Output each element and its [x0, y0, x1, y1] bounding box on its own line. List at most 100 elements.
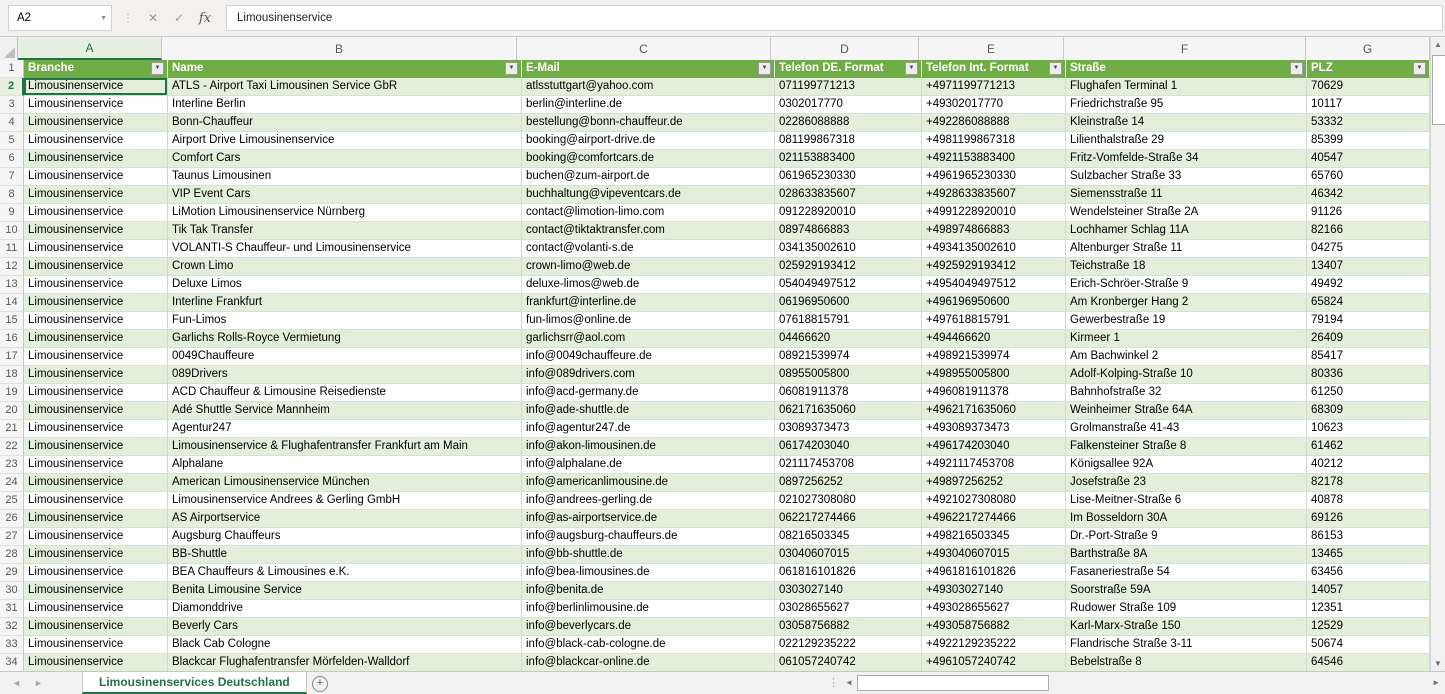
- cell-G18[interactable]: 80336: [1307, 366, 1430, 384]
- cell-A5[interactable]: Limousinenservice: [24, 132, 168, 150]
- column-letter-D[interactable]: D: [771, 37, 919, 60]
- row-number-31[interactable]: 31: [0, 600, 24, 618]
- cell-G21[interactable]: 10623: [1307, 420, 1430, 438]
- filter-dropdown-icon[interactable]: ▼: [1290, 62, 1303, 75]
- cell-B13[interactable]: Deluxe Limos: [168, 276, 522, 294]
- row-number-2[interactable]: 2: [0, 78, 24, 96]
- row-number-27[interactable]: 27: [0, 528, 24, 546]
- row-number-4[interactable]: 4: [0, 114, 24, 132]
- cell-E13[interactable]: +4954049497512: [922, 276, 1066, 294]
- column-letter-G[interactable]: G: [1306, 37, 1430, 60]
- row-number-7[interactable]: 7: [0, 168, 24, 186]
- cell-E8[interactable]: +4928633835607: [922, 186, 1066, 204]
- row-number-28[interactable]: 28: [0, 546, 24, 564]
- cell-G33[interactable]: 50674: [1307, 636, 1430, 654]
- cell-B10[interactable]: Tik Tak Transfer: [168, 222, 522, 240]
- cell-G15[interactable]: 79194: [1307, 312, 1430, 330]
- cell-B34[interactable]: Blackcar Flughafentransfer Mörfelden-Wal…: [168, 654, 522, 672]
- sheet-tab-limousinenservices-deutschland[interactable]: Limousinenservices Deutschland: [82, 672, 307, 694]
- cell-B23[interactable]: Alphalane: [168, 456, 522, 474]
- row-number-16[interactable]: 16: [0, 330, 24, 348]
- header-cell-C1[interactable]: E-Mail ▼: [522, 60, 775, 78]
- cell-G34[interactable]: 64546: [1307, 654, 1430, 672]
- cell-E31[interactable]: +493028655627: [922, 600, 1066, 618]
- cell-B9[interactable]: LiMotion Limousinenservice Nürnberg: [168, 204, 522, 222]
- row-number-15[interactable]: 15: [0, 312, 24, 330]
- cell-E20[interactable]: +4962171635060: [922, 402, 1066, 420]
- cell-C22[interactable]: info@akon-limousinen.de: [522, 438, 775, 456]
- cell-D17[interactable]: 08921539974: [775, 348, 922, 366]
- cell-F19[interactable]: Bahnhofstraße 32: [1066, 384, 1307, 402]
- cell-E3[interactable]: +49302017770: [922, 96, 1066, 114]
- cell-G11[interactable]: 04275: [1307, 240, 1430, 258]
- cell-B6[interactable]: Comfort Cars: [168, 150, 522, 168]
- row-number-19[interactable]: 19: [0, 384, 24, 402]
- cell-G30[interactable]: 14057: [1307, 582, 1430, 600]
- cell-C23[interactable]: info@alphalane.de: [522, 456, 775, 474]
- cell-F25[interactable]: Lise-Meitner-Straße 6: [1066, 492, 1307, 510]
- header-cell-E1[interactable]: Telefon Int. Format ▼: [922, 60, 1066, 78]
- row-number-20[interactable]: 20: [0, 402, 24, 420]
- cell-D7[interactable]: 061965230330: [775, 168, 922, 186]
- cell-F15[interactable]: Gewerbestraße 19: [1066, 312, 1307, 330]
- cell-G7[interactable]: 65760: [1307, 168, 1430, 186]
- cell-A16[interactable]: Limousinenservice: [24, 330, 168, 348]
- cell-E5[interactable]: +4981199867318: [922, 132, 1066, 150]
- cell-B33[interactable]: Black Cab Cologne: [168, 636, 522, 654]
- cell-G19[interactable]: 61250: [1307, 384, 1430, 402]
- cell-F6[interactable]: Fritz-Vomfelde-Straße 34: [1066, 150, 1307, 168]
- cell-F27[interactable]: Dr.-Port-Straße 9: [1066, 528, 1307, 546]
- cell-B27[interactable]: Augsburg Chauffeurs: [168, 528, 522, 546]
- cell-F11[interactable]: Altenburger Straße 11: [1066, 240, 1307, 258]
- cell-D21[interactable]: 03089373473: [775, 420, 922, 438]
- cell-C31[interactable]: info@berlinlimousine.de: [522, 600, 775, 618]
- cell-C33[interactable]: info@black-cab-cologne.de: [522, 636, 775, 654]
- cell-E28[interactable]: +493040607015: [922, 546, 1066, 564]
- cell-C13[interactable]: deluxe-limos@web.de: [522, 276, 775, 294]
- cell-E23[interactable]: +4921117453708: [922, 456, 1066, 474]
- cell-E6[interactable]: +4921153883400: [922, 150, 1066, 168]
- cell-D13[interactable]: 054049497512: [775, 276, 922, 294]
- column-letter-B[interactable]: B: [162, 37, 517, 60]
- add-sheet-button[interactable]: +: [312, 676, 328, 692]
- name-box-dropdown-icon[interactable]: ▼: [100, 14, 107, 22]
- sheet-nav-right-icon[interactable]: ►: [34, 678, 43, 688]
- cell-A23[interactable]: Limousinenservice: [24, 456, 168, 474]
- cell-D8[interactable]: 028633835607: [775, 186, 922, 204]
- row-number-23[interactable]: 23: [0, 456, 24, 474]
- cell-A24[interactable]: Limousinenservice: [24, 474, 168, 492]
- cell-F22[interactable]: Falkensteiner Straße 8: [1066, 438, 1307, 456]
- cell-B24[interactable]: American Limousinenservice München: [168, 474, 522, 492]
- cell-E21[interactable]: +493089373473: [922, 420, 1066, 438]
- cell-A11[interactable]: Limousinenservice: [24, 240, 168, 258]
- cell-G13[interactable]: 49492: [1307, 276, 1430, 294]
- cell-F5[interactable]: Lilienthalstraße 29: [1066, 132, 1307, 150]
- cell-E25[interactable]: +4921027308080: [922, 492, 1066, 510]
- scroll-down-icon[interactable]: ▼: [1434, 659, 1442, 668]
- cell-D2[interactable]: 071199771213: [775, 78, 922, 96]
- cell-C30[interactable]: info@benita.de: [522, 582, 775, 600]
- cell-C18[interactable]: info@089drivers.com: [522, 366, 775, 384]
- cell-C7[interactable]: buchen@zum-airport.de: [522, 168, 775, 186]
- insert-function-icon[interactable]: fx: [198, 10, 212, 26]
- cell-A30[interactable]: Limousinenservice: [24, 582, 168, 600]
- cell-F7[interactable]: Sulzbacher Straße 33: [1066, 168, 1307, 186]
- cell-B15[interactable]: Fun-Limos: [168, 312, 522, 330]
- row-number-30[interactable]: 30: [0, 582, 24, 600]
- cell-A29[interactable]: Limousinenservice: [24, 564, 168, 582]
- cell-D25[interactable]: 021027308080: [775, 492, 922, 510]
- cell-C29[interactable]: info@bea-limousines.de: [522, 564, 775, 582]
- cell-G24[interactable]: 82178: [1307, 474, 1430, 492]
- cell-F20[interactable]: Weinheimer Straße 64A: [1066, 402, 1307, 420]
- cell-B5[interactable]: Airport Drive Limousinenservice: [168, 132, 522, 150]
- cell-G3[interactable]: 10117: [1307, 96, 1430, 114]
- cell-A20[interactable]: Limousinenservice: [24, 402, 168, 420]
- cell-A21[interactable]: Limousinenservice: [24, 420, 168, 438]
- cell-D15[interactable]: 07618815791: [775, 312, 922, 330]
- row-number-32[interactable]: 32: [0, 618, 24, 636]
- cell-G27[interactable]: 86153: [1307, 528, 1430, 546]
- cell-G16[interactable]: 26409: [1307, 330, 1430, 348]
- cell-C32[interactable]: info@beverlycars.de: [522, 618, 775, 636]
- cell-E27[interactable]: +498216503345: [922, 528, 1066, 546]
- column-letter-C[interactable]: C: [517, 37, 771, 60]
